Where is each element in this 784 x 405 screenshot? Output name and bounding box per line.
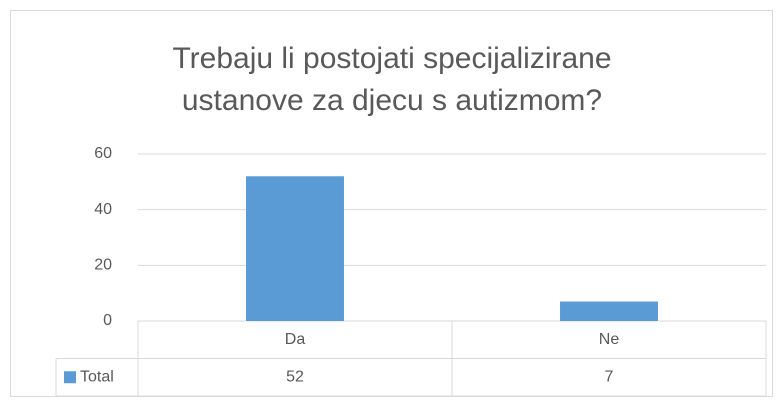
table-value: 52 [286,368,304,385]
bar [560,301,658,321]
x-tick-label: Ne [599,331,620,348]
table-value: 7 [605,368,614,385]
y-tick-label: 60 [94,145,112,162]
y-tick-label: 40 [94,201,112,218]
legend-label: Total [80,368,114,385]
y-tick-label: 20 [94,257,112,274]
chart-title: Trebaju li postojati specijalizirane ust… [172,42,612,117]
x-tick-label: Da [285,331,306,348]
legend-key [64,371,76,384]
bar [246,176,344,321]
y-tick-label: 0 [103,312,112,329]
